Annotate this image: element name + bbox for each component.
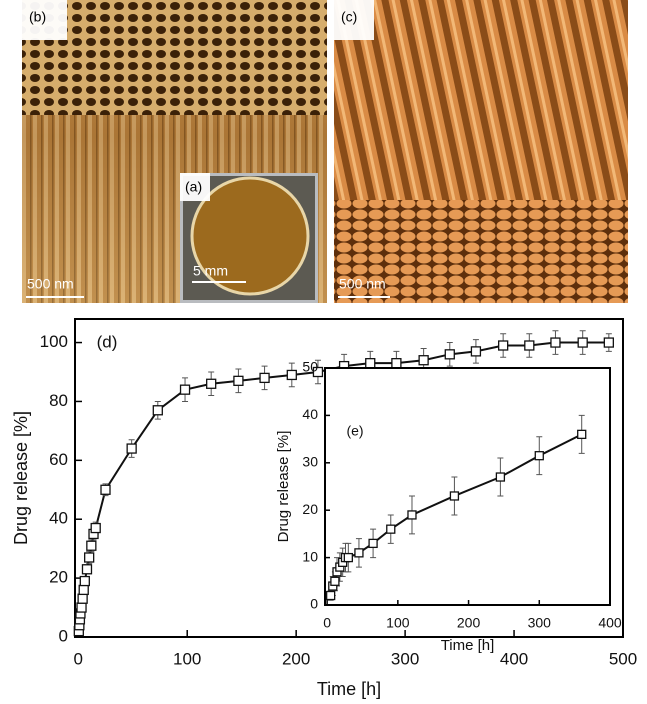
marker <box>78 584 89 596</box>
x-tick-label: 300 <box>391 649 419 668</box>
x-tick-label: 300 <box>528 615 552 631</box>
marker <box>343 552 353 563</box>
image-label: (a) <box>185 179 202 195</box>
marker <box>206 378 217 389</box>
marker <box>312 366 324 378</box>
y-tick-label: 80 <box>49 391 68 410</box>
marker <box>79 575 90 587</box>
marker <box>126 443 137 454</box>
marker <box>259 372 270 384</box>
y-tick-label: 0 <box>310 596 318 612</box>
scale-text: 500 nm <box>339 276 386 292</box>
marker <box>326 590 336 601</box>
x-tick-label: 0 <box>74 649 83 668</box>
x-tick-label: 400 <box>598 615 622 631</box>
y-tick-label: 40 <box>49 509 68 528</box>
x-tick-label: 100 <box>173 649 201 668</box>
x-tick-label: 0 <box>323 615 331 631</box>
y-axis-title: Drug release [%] <box>11 411 31 545</box>
x-axis-title: Time [h] <box>317 679 381 699</box>
y-tick-label: 20 <box>49 568 68 587</box>
y-axis-title: Drug release [%] <box>275 431 292 543</box>
y-tick-label: 40 <box>302 406 318 422</box>
image-label: (c) <box>341 9 357 25</box>
marker <box>550 337 561 348</box>
x-axis-title: Time [h] <box>441 637 495 654</box>
marker <box>179 384 191 395</box>
marker <box>386 524 396 534</box>
marker <box>418 355 429 366</box>
x-tick-label: 200 <box>457 615 481 631</box>
marker <box>470 346 482 357</box>
marker <box>330 576 340 586</box>
marker <box>449 491 460 501</box>
data-line <box>329 433 583 596</box>
y-tick-label: 50 <box>302 359 318 375</box>
y-tick-label: 20 <box>302 501 318 517</box>
marker <box>152 405 163 416</box>
marker <box>534 451 544 461</box>
y-tick-label: 100 <box>40 332 68 351</box>
panel-label: (e) <box>346 423 363 439</box>
marker <box>90 522 101 534</box>
marker <box>524 340 535 351</box>
marker <box>407 510 417 520</box>
plot-frame <box>324 367 611 606</box>
x-tick-label: 400 <box>500 649 528 668</box>
x-tick-label: 500 <box>609 649 637 668</box>
marker <box>286 369 297 381</box>
y-tick-label: 10 <box>302 548 318 564</box>
marker <box>391 358 402 369</box>
marker <box>368 538 378 549</box>
marker <box>84 552 95 563</box>
marker <box>100 484 111 495</box>
marker <box>77 593 88 604</box>
marker <box>495 472 506 482</box>
marker <box>86 540 97 551</box>
marker <box>498 340 509 351</box>
y-tick-label: 30 <box>302 454 318 470</box>
marker <box>233 375 244 386</box>
marker <box>354 548 364 558</box>
panel-label: (d) <box>97 332 118 351</box>
marker <box>444 349 455 360</box>
x-tick-label: 100 <box>386 615 410 631</box>
scale-text: 500 nm <box>27 276 74 292</box>
marker <box>365 358 376 369</box>
image-label: (b) <box>29 9 46 25</box>
marker <box>577 429 587 440</box>
y-tick-label: 60 <box>49 450 68 469</box>
marker <box>76 602 87 613</box>
marker <box>603 337 614 348</box>
marker <box>81 564 93 575</box>
scale-text: 5 mm <box>193 263 228 279</box>
x-tick-label: 200 <box>282 649 310 668</box>
marker <box>577 337 588 348</box>
y-tick-label: 0 <box>59 626 68 645</box>
image-c <box>334 0 628 303</box>
image-b <box>22 0 327 303</box>
